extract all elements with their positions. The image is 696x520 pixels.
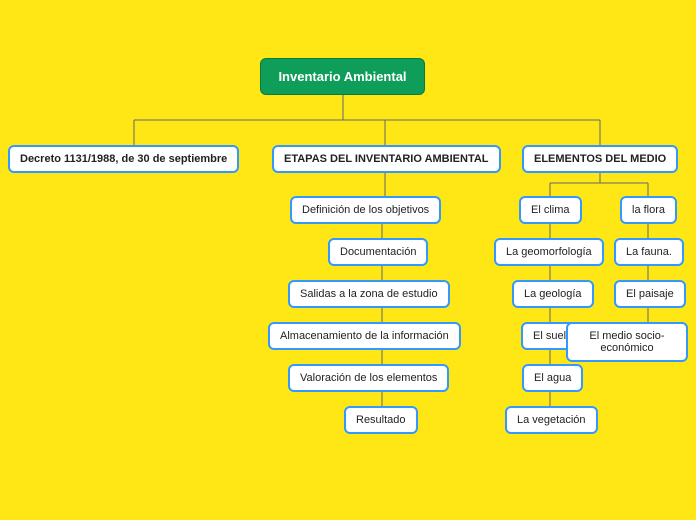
elem-geomorfologia[interactable]: La geomorfología bbox=[494, 238, 604, 266]
branch-decreto[interactable]: Decreto 1131/1988, de 30 de septiembre bbox=[8, 145, 239, 173]
leaf-label: Definición de los objetivos bbox=[302, 204, 429, 216]
leaf-label: la flora bbox=[632, 204, 665, 216]
elem-flora[interactable]: la flora bbox=[620, 196, 677, 224]
elem-fauna[interactable]: La fauna. bbox=[614, 238, 684, 266]
leaf-label: Almacenamiento de la información bbox=[280, 330, 449, 342]
etapa-salidas[interactable]: Salidas a la zona de estudio bbox=[288, 280, 450, 308]
elem-geologia[interactable]: La geología bbox=[512, 280, 594, 308]
leaf-label: Valoración de los elementos bbox=[300, 372, 437, 384]
leaf-label: El medio socio-económico bbox=[589, 330, 664, 354]
elem-socioeconomico[interactable]: El medio socio-económico bbox=[566, 322, 688, 362]
leaf-label: El paisaje bbox=[626, 288, 674, 300]
branch-decreto-label: Decreto 1131/1988, de 30 de septiembre bbox=[20, 153, 227, 165]
elem-vegetacion[interactable]: La vegetación bbox=[505, 406, 598, 434]
elem-paisaje[interactable]: El paisaje bbox=[614, 280, 686, 308]
etapa-documentacion[interactable]: Documentación bbox=[328, 238, 428, 266]
leaf-label: Documentación bbox=[340, 246, 416, 258]
etapa-resultado[interactable]: Resultado bbox=[344, 406, 418, 434]
leaf-label: La geología bbox=[524, 288, 582, 300]
leaf-label: La fauna. bbox=[626, 246, 672, 258]
leaf-label: La geomorfología bbox=[506, 246, 592, 258]
root-label: Inventario Ambiental bbox=[278, 69, 406, 84]
leaf-label: El clima bbox=[531, 204, 570, 216]
etapa-objetivos[interactable]: Definición de los objetivos bbox=[290, 196, 441, 224]
elem-clima[interactable]: El clima bbox=[519, 196, 582, 224]
leaf-label: Resultado bbox=[356, 414, 406, 426]
branch-etapas[interactable]: ETAPAS DEL INVENTARIO AMBIENTAL bbox=[272, 145, 501, 173]
etapa-valoracion[interactable]: Valoración de los elementos bbox=[288, 364, 449, 392]
root-node[interactable]: Inventario Ambiental bbox=[260, 58, 425, 95]
branch-etapas-label: ETAPAS DEL INVENTARIO AMBIENTAL bbox=[284, 153, 489, 165]
branch-elementos-label: ELEMENTOS DEL MEDIO bbox=[534, 153, 666, 165]
leaf-label: Salidas a la zona de estudio bbox=[300, 288, 438, 300]
leaf-label: La vegetación bbox=[517, 414, 586, 426]
leaf-label: El agua bbox=[534, 372, 571, 384]
branch-elementos[interactable]: ELEMENTOS DEL MEDIO bbox=[522, 145, 678, 173]
etapa-almacenamiento[interactable]: Almacenamiento de la información bbox=[268, 322, 461, 350]
elem-agua[interactable]: El agua bbox=[522, 364, 583, 392]
